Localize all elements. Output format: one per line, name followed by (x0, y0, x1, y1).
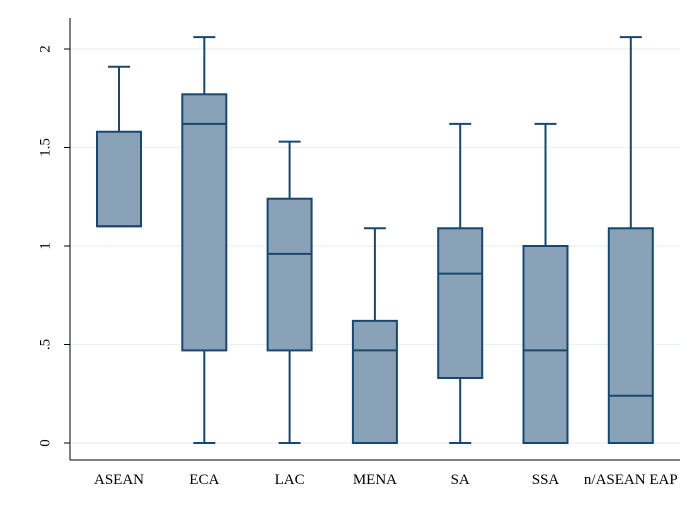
y-tick-label: 1 (37, 242, 53, 250)
box-n-asean-eap (607, 36, 654, 444)
x-axis-ticks: ASEAN ECA LAC MENA SA SSA n/ASEAN EAP (94, 472, 678, 488)
y-tick-label: 0 (37, 439, 53, 447)
y-axis-ticks: 0 .5 1 1.5 2 (37, 45, 70, 447)
y-tick-label: .5 (37, 339, 53, 350)
box-sa (437, 122, 484, 444)
x-tick-label: ECA (189, 472, 219, 488)
box-iqr (522, 245, 569, 444)
y-tick-label: 2 (37, 45, 53, 53)
x-tick-label: SA (451, 472, 470, 488)
box-asean (96, 65, 142, 228)
y-tick-label: 1.5 (37, 138, 53, 157)
x-tick-label: n/ASEAN EAP (584, 472, 678, 488)
box-lac (266, 140, 313, 444)
box-iqr (96, 130, 142, 228)
box-series (96, 36, 654, 444)
box-iqr (351, 319, 398, 444)
x-tick-label: LAC (275, 472, 305, 488)
x-tick-label: ASEAN (94, 472, 144, 488)
axes (69, 18, 680, 461)
box-iqr (181, 93, 228, 352)
box-eca (181, 36, 228, 444)
box-iqr (437, 227, 484, 379)
box-ssa (522, 122, 569, 444)
box-iqr (607, 227, 654, 444)
box-iqr (266, 197, 313, 352)
x-tick-label: MENA (353, 472, 397, 488)
x-tick-label: SSA (532, 472, 560, 488)
box-mena (351, 227, 398, 444)
